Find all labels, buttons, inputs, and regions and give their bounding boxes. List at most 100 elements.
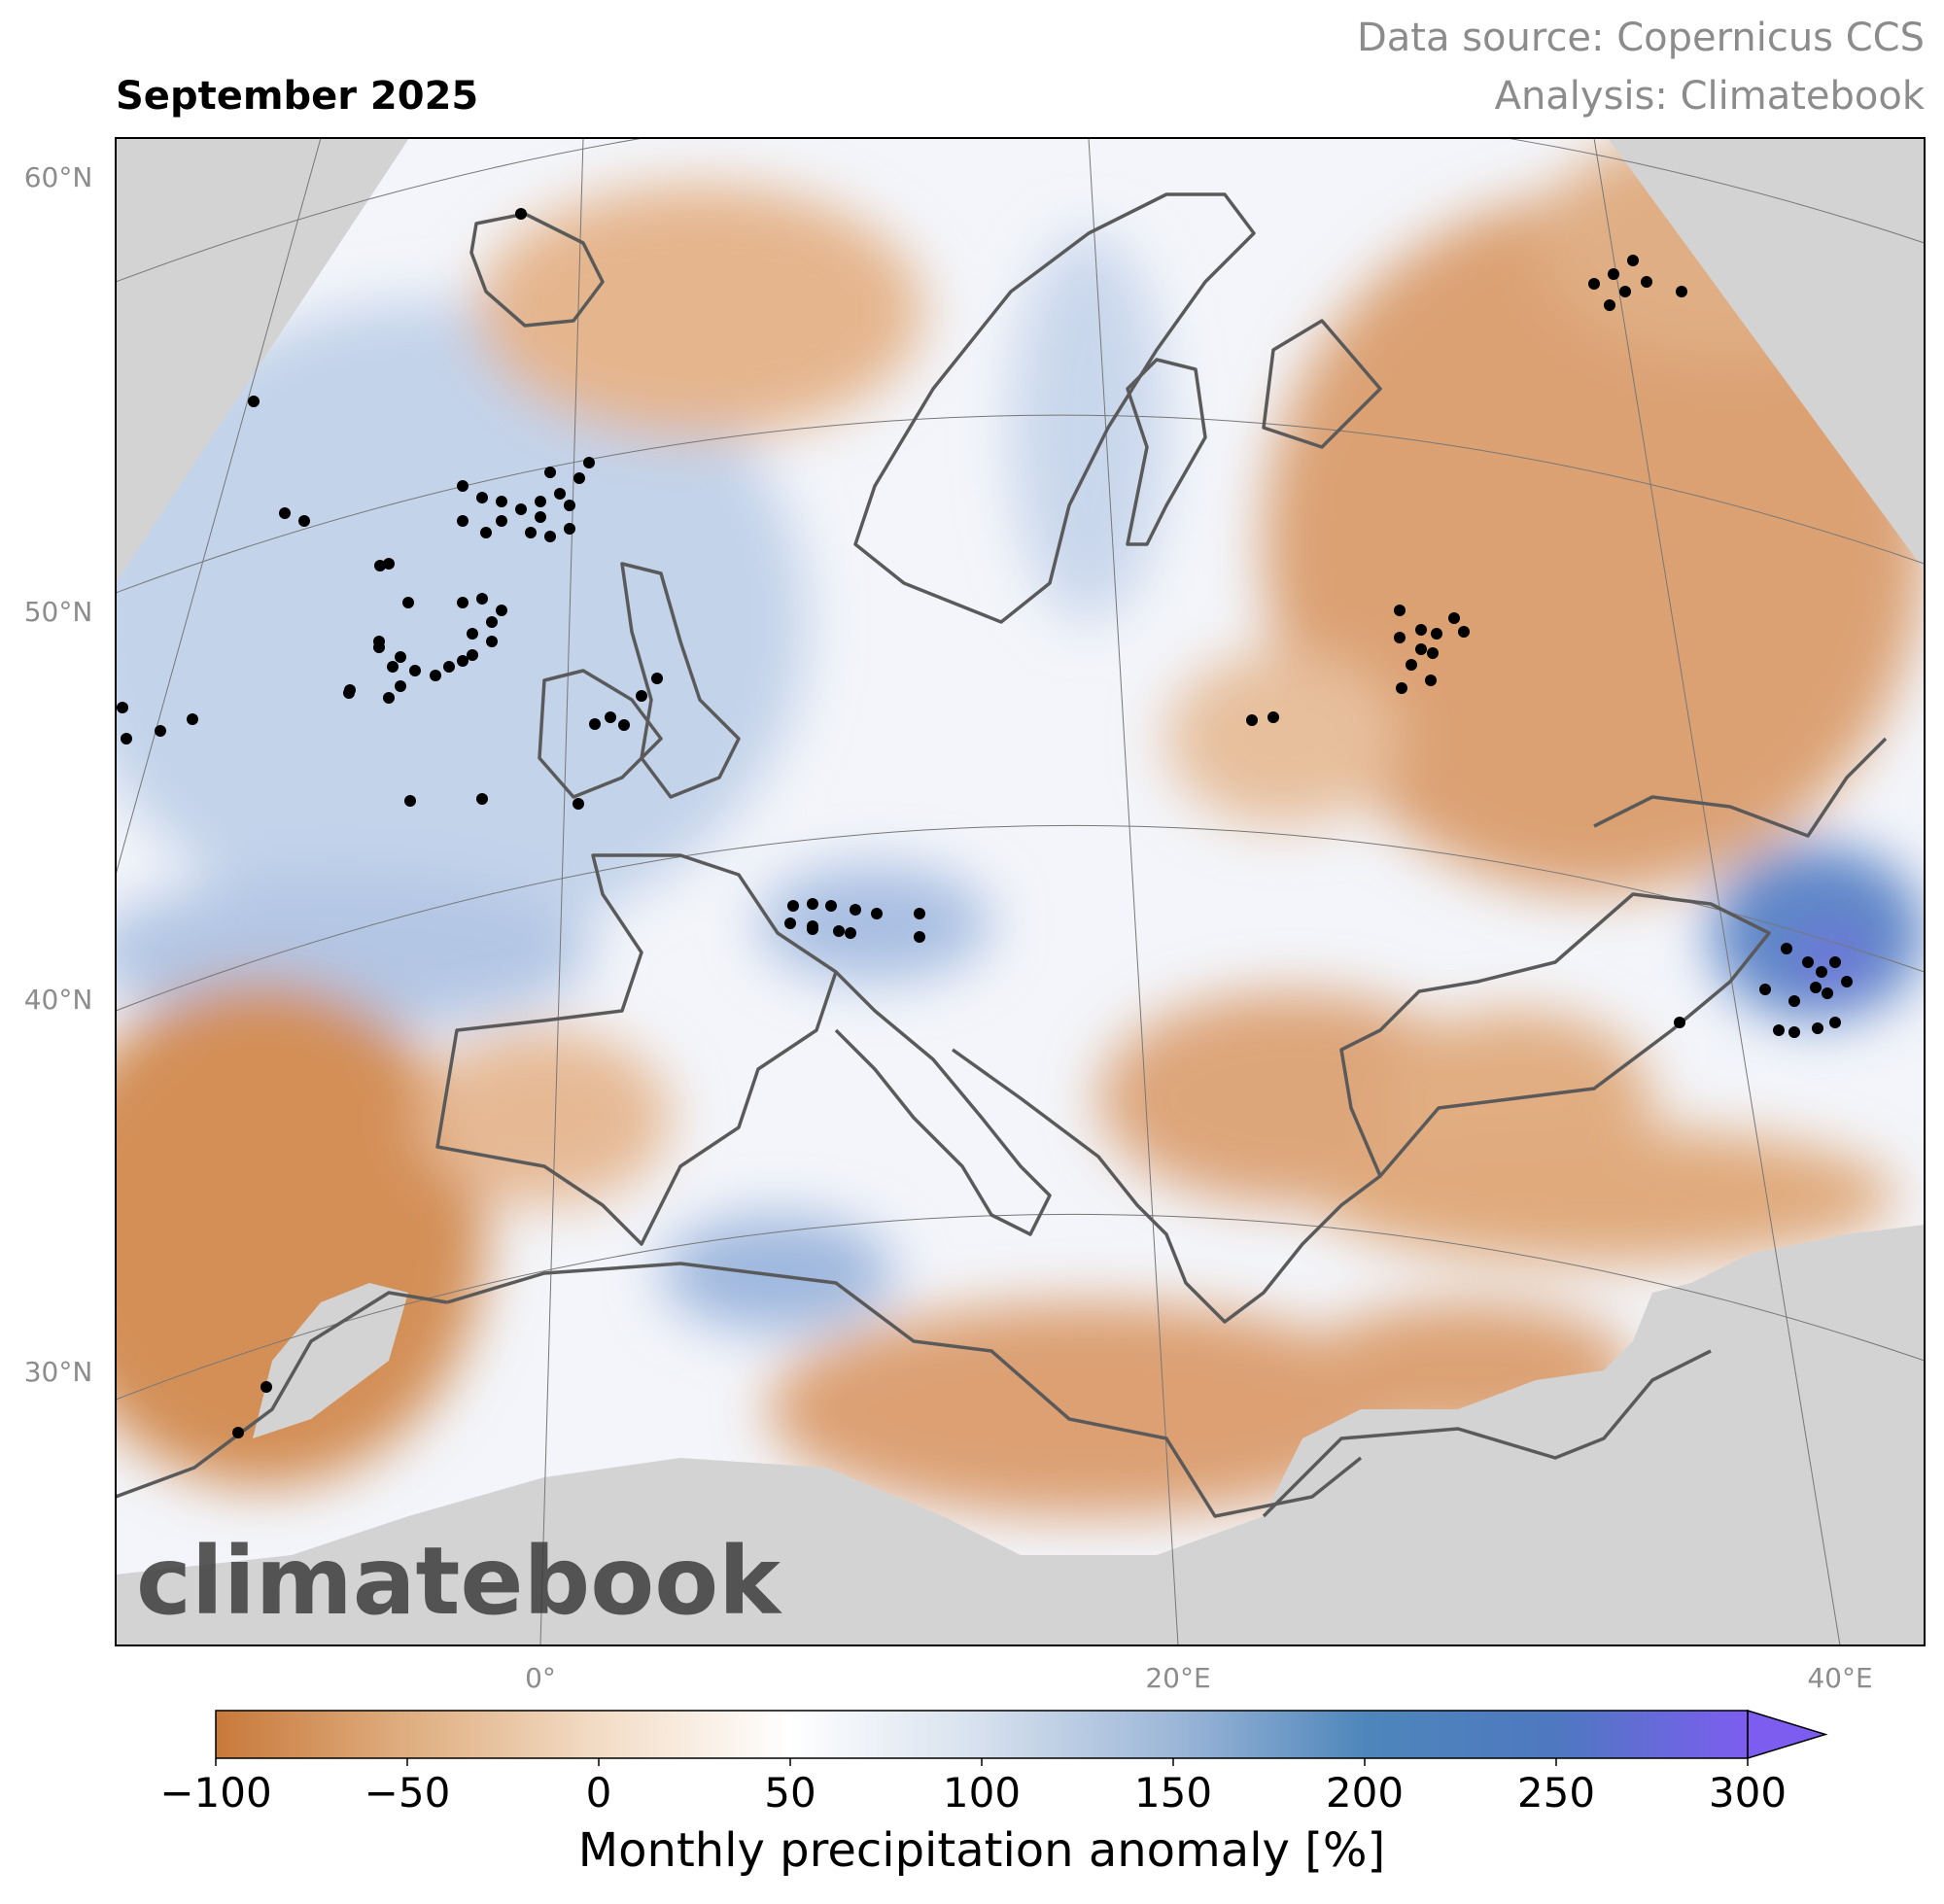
lon-label: 20°E — [1145, 1662, 1210, 1694]
dot — [496, 605, 507, 616]
dot — [589, 718, 601, 730]
dot — [845, 927, 856, 939]
dot — [1788, 1026, 1800, 1038]
dot — [374, 560, 386, 571]
dot — [525, 527, 537, 538]
colorbar-tick-label: 100 — [943, 1769, 1021, 1817]
map-frame — [115, 137, 1926, 1646]
dot — [544, 531, 556, 542]
dot — [515, 208, 527, 220]
dot — [1246, 714, 1258, 726]
significance-dots — [117, 208, 1853, 1438]
dot — [1812, 1022, 1823, 1034]
dot — [476, 492, 488, 503]
dot — [344, 684, 356, 696]
dot — [535, 511, 546, 523]
dot — [1619, 286, 1631, 297]
dot — [1415, 624, 1427, 636]
dot — [457, 597, 469, 608]
dot — [395, 680, 406, 692]
dot — [1427, 647, 1439, 659]
colorbar-tick-label: −100 — [159, 1769, 271, 1817]
colorbar-tick-label: 50 — [764, 1769, 816, 1817]
dot — [807, 898, 818, 910]
dot — [457, 480, 469, 492]
dot — [1608, 268, 1619, 280]
dot — [787, 900, 799, 912]
dot — [1802, 956, 1814, 968]
dot — [784, 917, 796, 929]
dot — [383, 692, 395, 704]
colorbar-tick-label: 150 — [1134, 1769, 1212, 1817]
dot — [1267, 711, 1279, 723]
dot — [1674, 1017, 1685, 1028]
dot — [430, 670, 441, 681]
colorbar-scale — [216, 1711, 1748, 1758]
dot — [1415, 643, 1427, 655]
dot — [1822, 987, 1833, 999]
dot — [554, 488, 566, 500]
dot — [395, 651, 406, 663]
dot — [636, 690, 647, 702]
dot — [544, 467, 556, 478]
dot — [1829, 956, 1841, 968]
dot — [1781, 943, 1792, 954]
dot — [476, 593, 488, 605]
dot — [457, 655, 469, 667]
dot — [1394, 605, 1406, 616]
dot — [573, 472, 585, 484]
dot — [1396, 682, 1407, 694]
dot — [564, 523, 575, 535]
dot — [1759, 984, 1771, 995]
dot — [486, 616, 498, 628]
dot — [1425, 675, 1437, 686]
lat-label: 40°N — [24, 984, 93, 1016]
dot — [467, 628, 478, 640]
dot — [298, 515, 310, 527]
dot — [387, 661, 399, 673]
dot — [409, 665, 421, 676]
dot — [1810, 982, 1822, 993]
dot — [155, 725, 166, 737]
dot — [1604, 299, 1615, 311]
lon-label: 40°E — [1807, 1662, 1872, 1694]
colorbar-tick-label: 300 — [1709, 1769, 1787, 1817]
map-area: climatebook — [116, 138, 1925, 1645]
dot — [618, 719, 630, 731]
dot — [457, 515, 469, 527]
coastline — [116, 192, 1888, 1518]
dot — [121, 733, 132, 744]
dot — [573, 798, 584, 810]
colorbar-tick-label: −50 — [364, 1769, 451, 1817]
dot — [248, 396, 260, 407]
dot — [515, 503, 527, 515]
dot — [187, 713, 198, 725]
lat-label: 30°N — [24, 1356, 93, 1388]
map-title: September 2025 — [116, 74, 478, 119]
dot — [443, 661, 455, 673]
dot — [871, 908, 883, 919]
dot — [1829, 1017, 1841, 1028]
graticule — [116, 138, 1925, 1645]
dot — [850, 904, 861, 916]
dot — [404, 795, 416, 807]
dot — [1676, 286, 1687, 297]
dot — [1588, 278, 1600, 290]
dot — [496, 515, 507, 527]
dot — [914, 931, 925, 943]
dot — [583, 457, 595, 468]
dot — [605, 711, 616, 723]
dot — [1406, 659, 1417, 671]
dot — [1448, 612, 1460, 624]
dot — [1788, 995, 1800, 1007]
dot — [535, 496, 546, 507]
colorbar-label: Monthly precipitation anomaly [%] — [578, 1823, 1386, 1878]
dot — [117, 702, 128, 713]
dot — [1394, 632, 1406, 643]
lon-label: 0° — [525, 1662, 556, 1694]
dot — [1816, 966, 1827, 978]
dot — [279, 507, 291, 519]
source-line: Data source: Copernicus CCS — [1357, 16, 1925, 60]
dot — [1627, 255, 1639, 266]
